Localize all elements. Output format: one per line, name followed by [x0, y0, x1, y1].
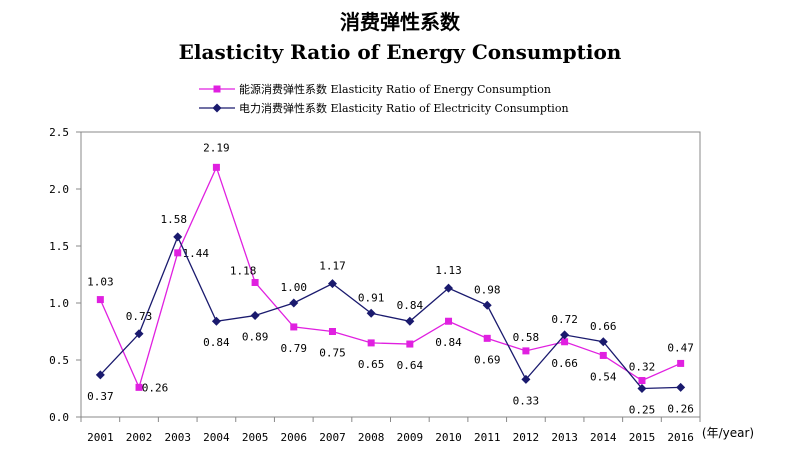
data-point	[367, 339, 375, 347]
data-point	[134, 329, 144, 339]
data-label: 0.64	[397, 359, 424, 372]
legend-label: 能源消费弹性系数 Elasticity Ratio of Energy Cons…	[239, 82, 551, 96]
x-tick-label: 2004	[203, 431, 230, 444]
data-point	[366, 308, 376, 318]
chart-title: 消费弹性系数	[340, 10, 460, 34]
x-tick-label: 2003	[164, 431, 191, 444]
x-tick-label: 2014	[590, 431, 617, 444]
x-tick-label: 2016	[667, 431, 694, 444]
data-label: 0.73	[126, 310, 153, 323]
data-label: 0.37	[87, 390, 114, 403]
data-label: 0.69	[474, 353, 501, 366]
data-point	[598, 337, 608, 347]
x-tick-label: 2007	[319, 431, 346, 444]
x-axis-unit: (年/year)	[702, 426, 754, 440]
data-label: 0.33	[513, 394, 540, 407]
data-label: 1.44	[182, 247, 209, 260]
data-label: 1.13	[435, 264, 462, 277]
data-point	[522, 347, 530, 355]
x-tick-label: 2001	[87, 431, 114, 444]
x-tick-label: 2015	[629, 431, 656, 444]
data-point	[560, 330, 570, 340]
x-tick-label: 2012	[513, 431, 540, 444]
data-point	[211, 316, 221, 326]
legend-marker	[213, 85, 221, 93]
x-tick-label: 2013	[551, 431, 578, 444]
data-point	[637, 384, 647, 393]
data-point	[677, 359, 685, 367]
data-point	[483, 334, 491, 342]
x-tick-label: 2006	[281, 431, 308, 444]
data-label: 1.00	[281, 281, 308, 294]
data-point	[250, 311, 260, 321]
data-point	[212, 163, 220, 171]
data-point	[173, 232, 183, 242]
data-point	[328, 328, 336, 335]
x-tick-label: 2011	[474, 431, 501, 444]
data-point	[405, 316, 415, 326]
data-label: 0.47	[667, 341, 694, 354]
data-label: 1.03	[87, 276, 114, 289]
data-label: 0.26	[667, 402, 694, 415]
x-tick-label: 2002	[126, 431, 153, 444]
data-label: 1.18	[230, 264, 257, 277]
data-point	[445, 317, 453, 325]
data-label: 1.17	[319, 260, 346, 273]
x-tick-label: 2010	[435, 431, 462, 444]
series-line-2	[99, 235, 681, 390]
data-point	[174, 249, 182, 257]
x-tick-label: 2009	[397, 431, 424, 444]
data-label: 1.58	[160, 213, 187, 226]
data-point	[251, 278, 259, 286]
data-point	[289, 298, 299, 308]
data-point	[444, 283, 454, 293]
data-point	[290, 323, 298, 331]
data-point	[561, 338, 569, 346]
data-point	[327, 279, 337, 289]
data-label: 2.19	[203, 141, 230, 154]
data-label: 0.58	[513, 331, 540, 344]
data-point	[638, 377, 646, 385]
data-label: 0.84	[435, 336, 462, 349]
data-label: 0.26	[142, 381, 169, 394]
data-label: 0.66	[551, 357, 578, 370]
data-label: 0.72	[551, 313, 578, 326]
y-tick-label: 1.0	[49, 297, 69, 310]
legend-label: 电力消费弹性系数 Elasticity Ratio of Electricity…	[239, 101, 569, 115]
chart-subtitle: Elasticity Ratio of Energy Consumption	[178, 40, 622, 64]
x-tick-label: 2008	[358, 431, 385, 444]
series-line-1	[99, 165, 681, 390]
data-label: 0.79	[281, 342, 308, 355]
data-point	[135, 383, 143, 391]
data-point	[95, 370, 105, 380]
data-label: 0.91	[358, 291, 385, 304]
data-label: 0.66	[590, 320, 617, 333]
data-point	[482, 300, 492, 310]
data-label: 0.89	[242, 331, 269, 344]
data-label: 0.32	[629, 361, 656, 374]
y-tick-label: 1.5	[49, 240, 69, 253]
data-label: 0.84	[203, 336, 230, 349]
data-point	[521, 374, 531, 384]
y-tick-label: 2.5	[49, 126, 69, 139]
data-label: 0.98	[474, 283, 501, 296]
data-point	[406, 340, 414, 348]
data-label: 0.25	[629, 404, 656, 417]
data-point	[676, 382, 686, 392]
x-tick-label: 2005	[242, 431, 269, 444]
data-label: 0.75	[319, 347, 346, 360]
data-point	[96, 296, 104, 304]
legend-marker	[212, 103, 222, 113]
data-label: 0.65	[358, 358, 385, 371]
data-point	[599, 351, 607, 359]
data-label: 0.54	[590, 370, 617, 383]
y-tick-label: 0.0	[49, 411, 69, 424]
y-tick-label: 2.0	[49, 183, 69, 196]
data-label: 0.84	[397, 299, 424, 312]
y-tick-label: 0.5	[49, 354, 69, 367]
